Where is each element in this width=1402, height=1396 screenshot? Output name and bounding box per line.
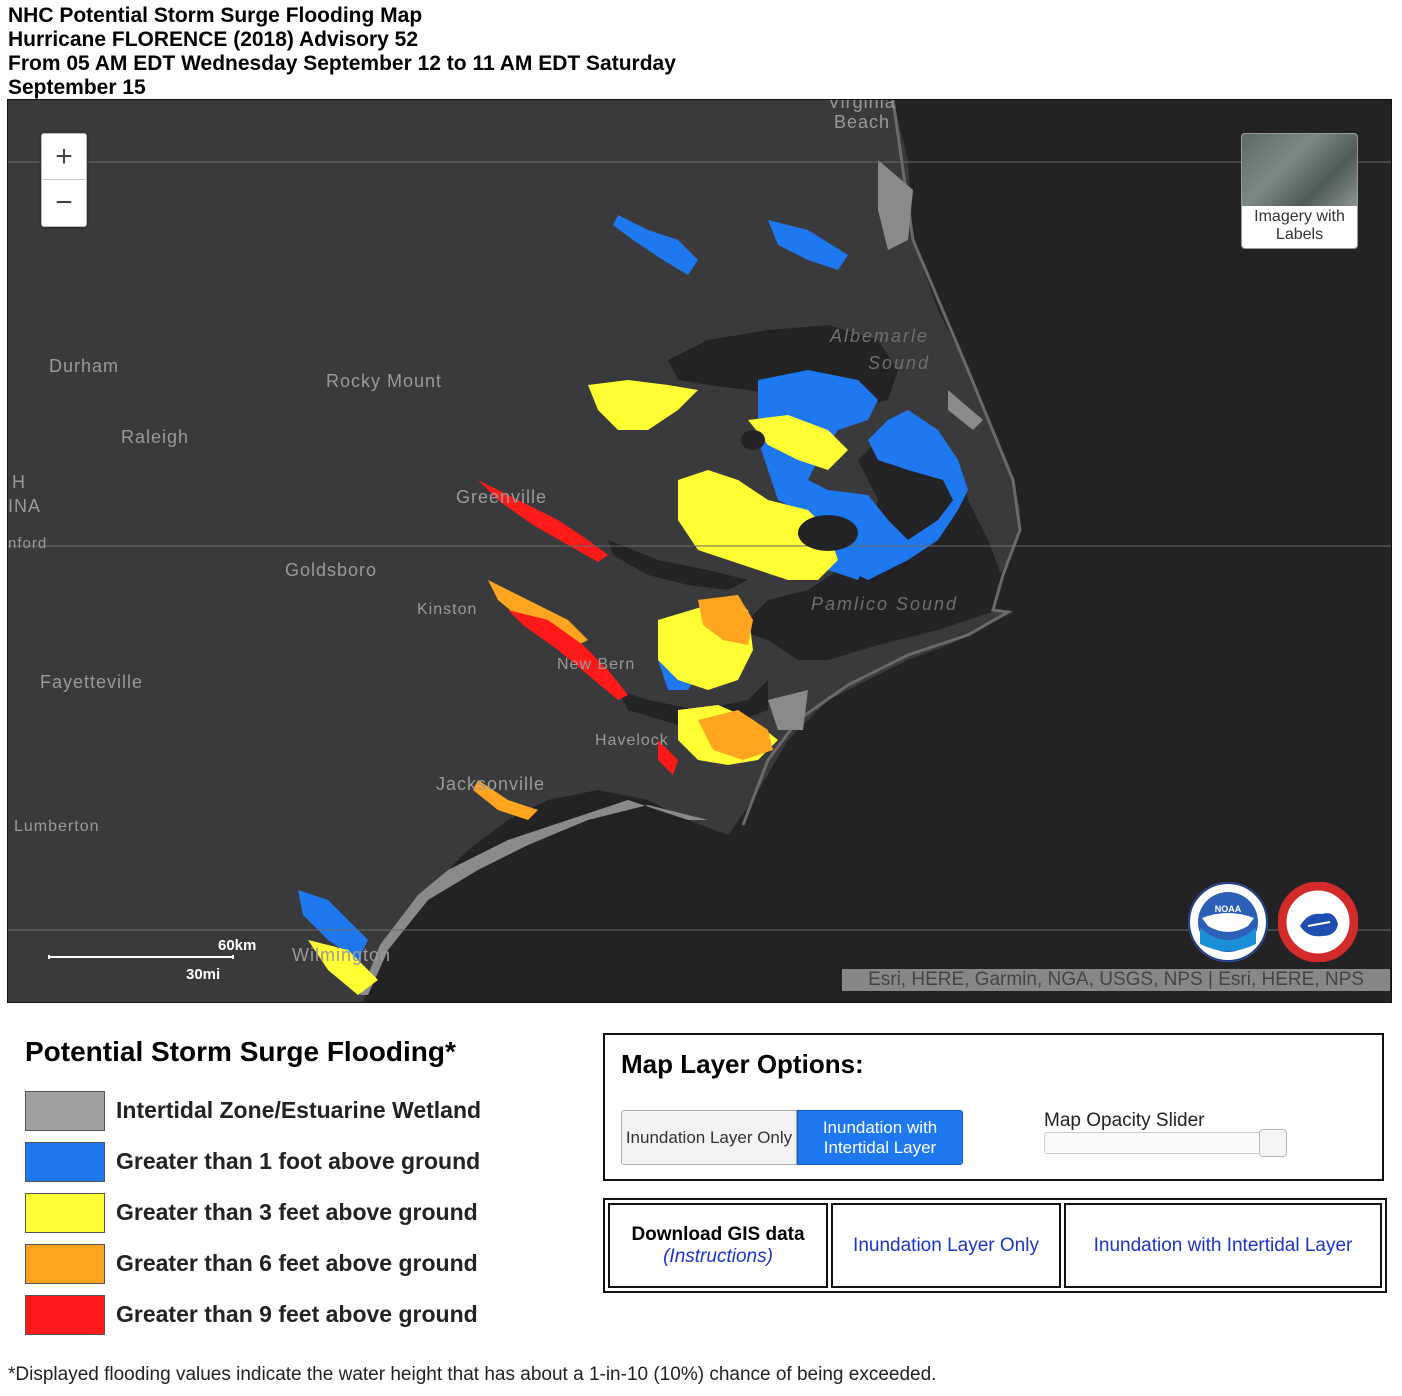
download-inundation-only-link[interactable]: Inundation Layer Only [853, 1234, 1039, 1256]
legend-swatch [25, 1141, 105, 1182]
label-pamlico-sound: Pamlico Sound [811, 594, 959, 614]
gis-instructions-link[interactable]: (Instructions) [663, 1245, 773, 1267]
legend-label: Greater than 3 feet above ground [116, 1199, 478, 1225]
noaa-logo: NOAA [1188, 882, 1268, 962]
basemap-toggle-label: Imagery with Labels [1254, 208, 1345, 243]
download-inundation-intertidal-link[interactable]: Inundation with Intertidal Layer [1093, 1234, 1353, 1256]
legend-swatch [25, 1192, 105, 1233]
footnote: *Displayed flooding values indicate the … [8, 1364, 937, 1385]
label-beach: Beach [834, 112, 891, 132]
label-sound: Sound [868, 353, 931, 373]
label-albemarle: Albemarle [830, 326, 930, 346]
legend-label: Greater than 1 foot above ground [116, 1148, 481, 1174]
legend-item: Greater than 9 feet above ground [25, 1289, 585, 1340]
inundation-only-button[interactable]: Inundation Layer Only [621, 1110, 797, 1165]
legend-label: Greater than 6 feet above ground [116, 1250, 478, 1276]
legend-label: Greater than 9 feet above ground [116, 1301, 478, 1327]
legend-item: Greater than 3 feet above ground [25, 1187, 585, 1238]
legend-swatch [25, 1243, 105, 1284]
label-lumberton: Lumberton [14, 818, 100, 835]
scale-bar-line [48, 955, 234, 959]
header-period-end: September 15 [8, 76, 146, 99]
nws-logo [1277, 881, 1359, 963]
label-durham: Durham [49, 356, 120, 376]
layer-toggle: Inundation Layer Only Inundation with In… [621, 1110, 963, 1165]
legend-item: Greater than 1 foot above ground [25, 1136, 585, 1187]
scale-km-label: 60km [218, 937, 257, 954]
map-attribution: Esri, HERE, Garmin, NGA, USGS, NPS | Esr… [842, 969, 1390, 991]
zoom-control: + − [41, 133, 87, 227]
label-raleigh: Raleigh [121, 427, 190, 447]
label-rocky-mount: Rocky Mount [326, 371, 443, 391]
opacity-slider[interactable] [1044, 1129, 1287, 1157]
land-mass [8, 100, 1020, 1002]
zoom-in-button[interactable]: + [55, 139, 73, 173]
legend-swatch [25, 1294, 105, 1335]
header-title: NHC Potential Storm Surge Flooding Map [8, 4, 423, 27]
scale-bar: 60km 30mi [48, 937, 256, 997]
storm-surge-map[interactable]: + − Imagery with Labels Virginia Beach A… [7, 99, 1392, 1003]
lake-mattamuskeet [798, 515, 858, 551]
label-virginia: Virginia [828, 99, 896, 112]
page-header: NHC Potential Storm Surge Flooding Map H… [8, 4, 768, 100]
label-nc-fragment-2: INA [8, 496, 42, 516]
gis-download-title: Download GIS data [631, 1223, 805, 1245]
opacity-slider-label: Map Opacity Slider [1044, 1110, 1205, 1131]
legend-item: Greater than 6 feet above ground [25, 1238, 585, 1289]
legend-title: Potential Storm Surge Flooding* [25, 1036, 456, 1067]
gis-download-heading: Download GIS data (Instructions) [608, 1203, 828, 1288]
legend-label: Intertidal Zone/Estuarine Wetland [116, 1097, 482, 1123]
label-fayetteville: Fayetteville [40, 672, 144, 692]
gis-download-cell: Inundation Layer Only [831, 1203, 1061, 1288]
header-storm: Hurricane FLORENCE (2018) Advisory 52 [8, 28, 419, 51]
label-kinston: Kinston [417, 601, 478, 618]
outer-banks [741, 100, 1022, 826]
label-nc-fragment-1: H [12, 472, 26, 492]
pamlico-river [608, 540, 748, 590]
legend-swatch [25, 1090, 105, 1131]
basemap-toggle-button[interactable]: Imagery with Labels [1241, 133, 1358, 249]
label-jacksonville: Jacksonville [436, 774, 546, 794]
intertidal-zone [360, 160, 983, 995]
layer-options-title: Map Layer Options: [621, 1049, 864, 1079]
gis-download-panel: Download GIS data (Instructions) Inundat… [603, 1198, 1387, 1293]
map-layer-options: Map Layer Options: Inundation Layer Only… [603, 1033, 1384, 1181]
label-wilmington: Wilmington [292, 945, 392, 965]
opacity-slider-handle[interactable] [1259, 1129, 1287, 1157]
gis-download-cell: Inundation with Intertidal Layer [1064, 1203, 1382, 1288]
header-period: From 05 AM EDT Wednesday September 12 to… [8, 52, 676, 75]
label-havelock: Havelock [595, 732, 669, 749]
flood-legend: Potential Storm Surge Flooding* Intertid… [25, 1035, 585, 1340]
label-greenville: Greenville [456, 487, 548, 507]
lake-phelps [741, 430, 765, 450]
svg-text:NOAA: NOAA [1215, 904, 1242, 914]
label-sanford: nford [8, 535, 48, 552]
flood-9ft [478, 480, 678, 775]
label-goldsboro: Goldsboro [285, 560, 378, 580]
map-canvas[interactable] [8, 100, 1391, 1002]
label-new-bern: New Bern [557, 656, 636, 673]
zoom-out-button[interactable]: − [42, 179, 86, 225]
imagery-thumbnail [1242, 134, 1357, 206]
legend-item: Intertidal Zone/Estuarine Wetland [25, 1085, 585, 1136]
inundation-intertidal-button[interactable]: Inundation with Intertidal Layer [797, 1110, 963, 1165]
scale-mi-label: 30mi [186, 966, 221, 983]
